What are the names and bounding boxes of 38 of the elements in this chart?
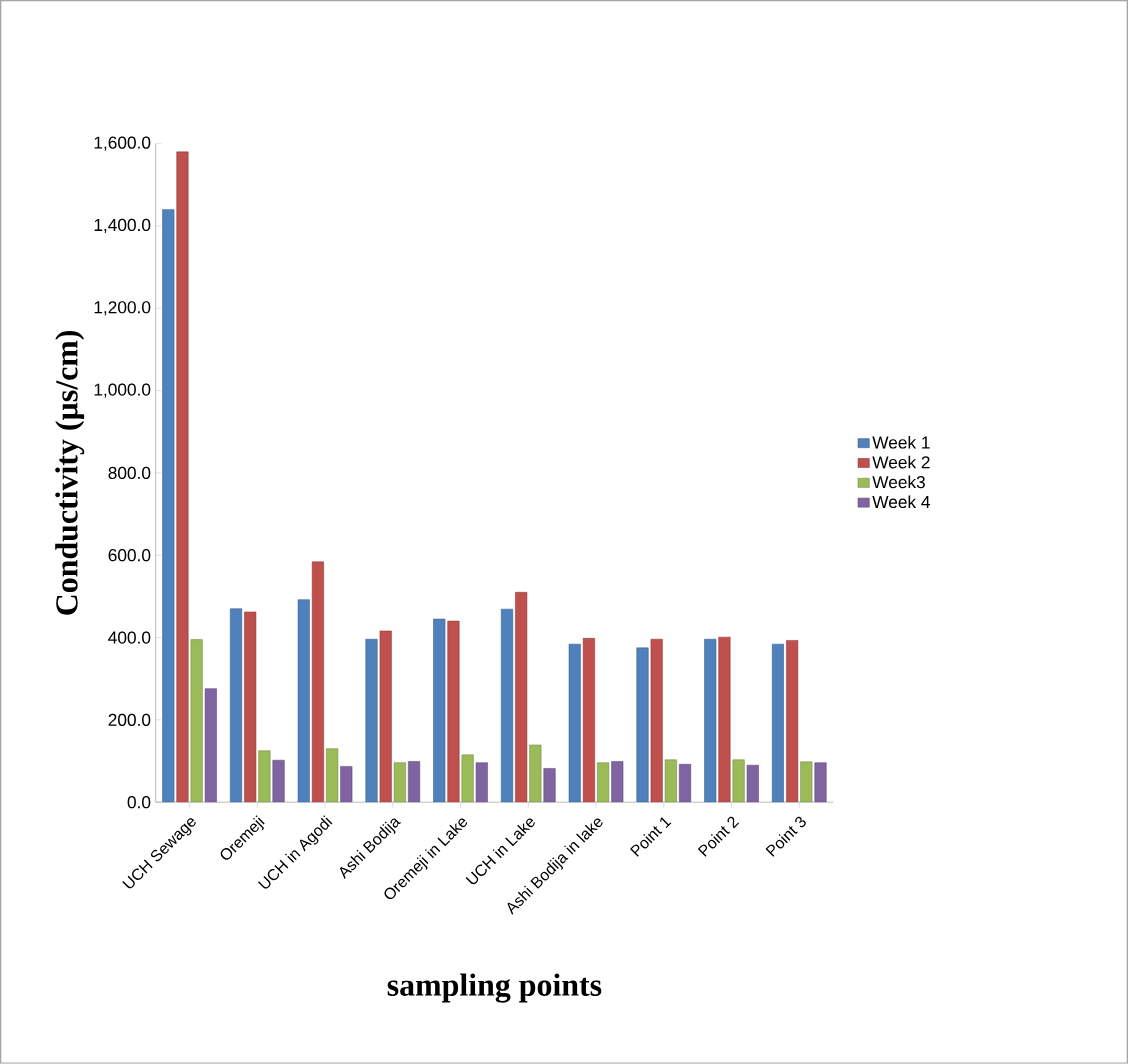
bar xyxy=(244,611,257,803)
bar xyxy=(679,764,692,803)
bar xyxy=(636,647,649,803)
legend-label: Week 1 xyxy=(872,436,930,449)
bar xyxy=(447,620,460,803)
y-tick-label: 1,200.0 xyxy=(94,301,151,316)
y-tick-label: 1,000.0 xyxy=(94,383,151,398)
legend-label: Week3 xyxy=(872,475,925,489)
bar xyxy=(786,640,799,803)
y-tick-label: 200.0 xyxy=(108,713,151,727)
y-tick-label: 1,600.0 xyxy=(94,136,151,151)
bar xyxy=(176,151,189,803)
y-axis-title: Conductivity (µs/cm) xyxy=(55,331,85,615)
y-tick-label: 800.0 xyxy=(108,466,151,480)
bar xyxy=(718,637,731,803)
bar xyxy=(582,638,595,803)
bar xyxy=(814,762,827,803)
legend-label: Week 2 xyxy=(872,455,930,469)
bar xyxy=(365,639,378,803)
bar xyxy=(204,688,217,803)
bar xyxy=(379,630,392,803)
x-axis-title: sampling points xyxy=(387,973,602,1003)
bar xyxy=(746,765,759,803)
y-tick-label: 1,400.0 xyxy=(94,218,151,234)
bar xyxy=(475,762,488,803)
bar xyxy=(408,761,421,803)
legend-label: Week 4 xyxy=(872,495,930,509)
bar xyxy=(732,759,745,803)
bar xyxy=(272,760,285,803)
bar xyxy=(340,766,353,803)
y-tick-label: 0.0 xyxy=(127,796,151,809)
bar xyxy=(311,561,324,803)
bar xyxy=(515,592,528,803)
y-tick-label: 600.0 xyxy=(108,549,151,562)
bar xyxy=(650,639,663,803)
y-tick-label: 400.0 xyxy=(108,631,151,644)
bar xyxy=(543,768,556,803)
bar xyxy=(611,761,624,803)
